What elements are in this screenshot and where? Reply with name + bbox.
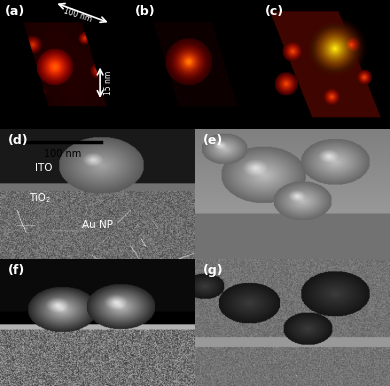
Text: 100 nm: 100 nm [44, 149, 81, 159]
Text: (g): (g) [203, 264, 223, 277]
Text: 15 nm: 15 nm [104, 71, 113, 95]
Text: (f): (f) [8, 264, 25, 277]
Text: ITO: ITO [35, 163, 53, 173]
Text: (c): (c) [265, 5, 284, 18]
Text: (d): (d) [8, 134, 28, 147]
Text: 100 nm: 100 nm [63, 7, 93, 24]
Text: Au NP: Au NP [82, 220, 113, 230]
Text: (a): (a) [5, 5, 25, 18]
Text: (b): (b) [135, 5, 156, 18]
Text: TiO$_2$: TiO$_2$ [29, 191, 51, 205]
Text: (e): (e) [203, 134, 223, 147]
